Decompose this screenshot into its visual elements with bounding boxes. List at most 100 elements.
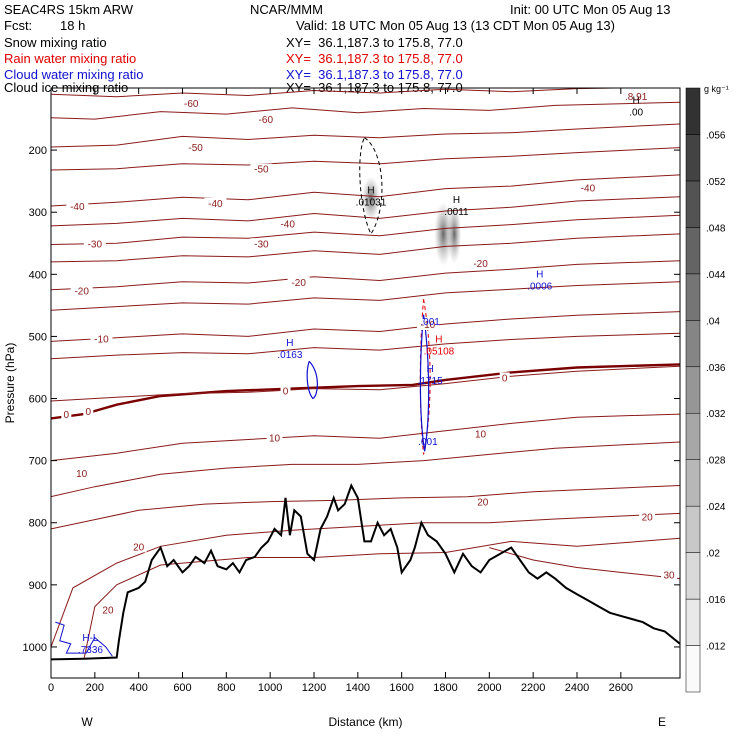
isotherm-line <box>51 485 680 530</box>
ice-shading <box>434 201 453 266</box>
extremum-marker: H <box>633 80 640 91</box>
extremum-value: .0011 <box>444 207 469 218</box>
snow-shading <box>361 176 380 221</box>
isotherm-label: 20 <box>133 542 145 553</box>
extremum-value: .1715 <box>418 376 443 387</box>
x-tick-label: 2200 <box>521 682 545 694</box>
cloud-water-contour <box>419 314 430 452</box>
colorbar-unit: g kg⁻¹ <box>704 84 729 94</box>
isotherm-line <box>51 123 680 148</box>
isotherm-label: 30 <box>663 570 675 581</box>
terrain-line <box>51 483 680 661</box>
isotherm-line <box>51 441 680 498</box>
colorbar-box <box>685 412 701 460</box>
colorbar-label: .012 <box>706 642 726 653</box>
isotherm-label: -20 <box>473 259 488 270</box>
isotherm-label: 0 <box>85 407 91 418</box>
colorbar-label: .048 <box>706 223 726 234</box>
isotherm-label: -10 <box>421 320 436 331</box>
ice-shading <box>447 203 462 264</box>
extremum-marker: H <box>427 364 434 375</box>
isotherm-label: 0 <box>283 386 289 397</box>
colorbar-label: .016 <box>706 595 726 606</box>
fcst-label: Fcst: <box>4 18 33 33</box>
extremum-marker: H <box>633 96 640 107</box>
colorbar-label: .044 <box>706 270 726 281</box>
field-name-cloud-water: Cloud water mixing ratio <box>4 67 144 82</box>
isotherm-label: -50 <box>188 143 203 154</box>
colorbar-label: .04 <box>706 316 720 327</box>
center-label: NCAR/MMM <box>250 2 323 17</box>
isotherm-label: -50 <box>254 165 269 176</box>
isotherm-line <box>51 196 680 227</box>
y-tick-label: 1000 <box>23 642 47 654</box>
x-tick-label: 600 <box>173 682 191 694</box>
isotherm-label: -30 <box>254 239 269 250</box>
x-tick-label: 0 <box>48 682 54 694</box>
isotherm-label: -60 <box>259 115 274 126</box>
cloud-water-contour <box>55 621 113 657</box>
extremum-marker: H <box>286 338 293 349</box>
isotherm-line <box>51 147 680 171</box>
extremum-value: .8.91 <box>625 92 648 103</box>
extremum-value: .00 <box>629 108 643 119</box>
isotherm-label: -10 <box>94 334 109 345</box>
isotherm-label: -40 <box>208 199 223 210</box>
isotherm-label: 0 <box>502 373 508 384</box>
extremum-value: .001 <box>420 317 440 328</box>
snow-contour <box>359 137 383 235</box>
y-tick-label: 400 <box>29 269 47 281</box>
colorbar-label: .024 <box>706 502 726 513</box>
isotherm-line <box>51 101 680 120</box>
isotherm-line <box>51 260 680 291</box>
extremum-value: .7336 <box>78 645 103 656</box>
field-xy-snow: XY= 36.1,187.3 to 175.8, 77.0 <box>286 35 463 50</box>
y-axis-label: Pressure (hPa) <box>3 343 17 424</box>
field-xy-cloud-water: XY= 36.1,187.3 to 175.8, 77.0 <box>286 67 463 82</box>
east-label: E <box>658 715 666 729</box>
isotherm-label: 10 <box>76 469 88 480</box>
y-tick-label: 200 <box>29 145 47 157</box>
valid-time: Valid: 18 UTC Mon 05 Aug 13 (13 CDT Mon … <box>296 18 615 33</box>
y-tick-label: 500 <box>29 331 47 343</box>
extremum-marker: H-L <box>82 633 99 644</box>
isotherm-line <box>51 233 680 263</box>
y-tick-label: 300 <box>29 207 47 219</box>
plot-frame <box>50 87 681 679</box>
y-tick-label: 700 <box>29 456 47 468</box>
colorbar-label: .032 <box>706 409 726 420</box>
colorbar-label: .056 <box>706 130 726 141</box>
field-name-snow: Snow mixing ratio <box>4 35 107 50</box>
y-tick-label: 600 <box>29 394 47 406</box>
isotherm-line <box>51 332 680 360</box>
field-xy-rain: XY= 36.1,187.3 to 175.8, 77.0 <box>286 51 463 66</box>
init-time: Init: 00 UTC Mon 05 Aug 13 <box>510 2 671 17</box>
colorbar-box <box>685 505 701 553</box>
isotherm-label: 10 <box>475 429 487 440</box>
extremum-value: .001 <box>418 437 438 448</box>
x-tick-label: 2400 <box>565 682 589 694</box>
isotherm-label: -20 <box>291 278 306 289</box>
colorbar-box <box>685 645 701 693</box>
x-tick-label: 1600 <box>389 682 413 694</box>
isotherm-line <box>51 413 680 462</box>
colorbar-label: .02 <box>706 549 720 560</box>
isotherm-label: 20 <box>477 498 489 509</box>
isotherm-line <box>51 214 680 245</box>
fcst-value: 18 h <box>60 18 86 33</box>
x-axis-label: Distance (km) <box>328 715 402 729</box>
colorbar-box <box>685 598 701 646</box>
extremum-marker: H <box>536 270 543 281</box>
isotherm-label: -40 <box>280 219 295 230</box>
isotherm-line <box>51 363 680 420</box>
isotherm-label: -20 <box>74 286 89 297</box>
extremum-value: .0163 <box>277 350 302 361</box>
y-tick-label: 800 <box>29 518 47 530</box>
isotherm-label: 0 <box>64 410 70 421</box>
isotherm-label: -40 <box>581 183 596 194</box>
extremum-marker: H <box>435 335 442 346</box>
extremum-value: .05108 <box>424 347 455 358</box>
isotherm-label: 10 <box>269 434 281 445</box>
isotherm-line <box>83 537 680 660</box>
isotherm-line <box>51 174 680 207</box>
